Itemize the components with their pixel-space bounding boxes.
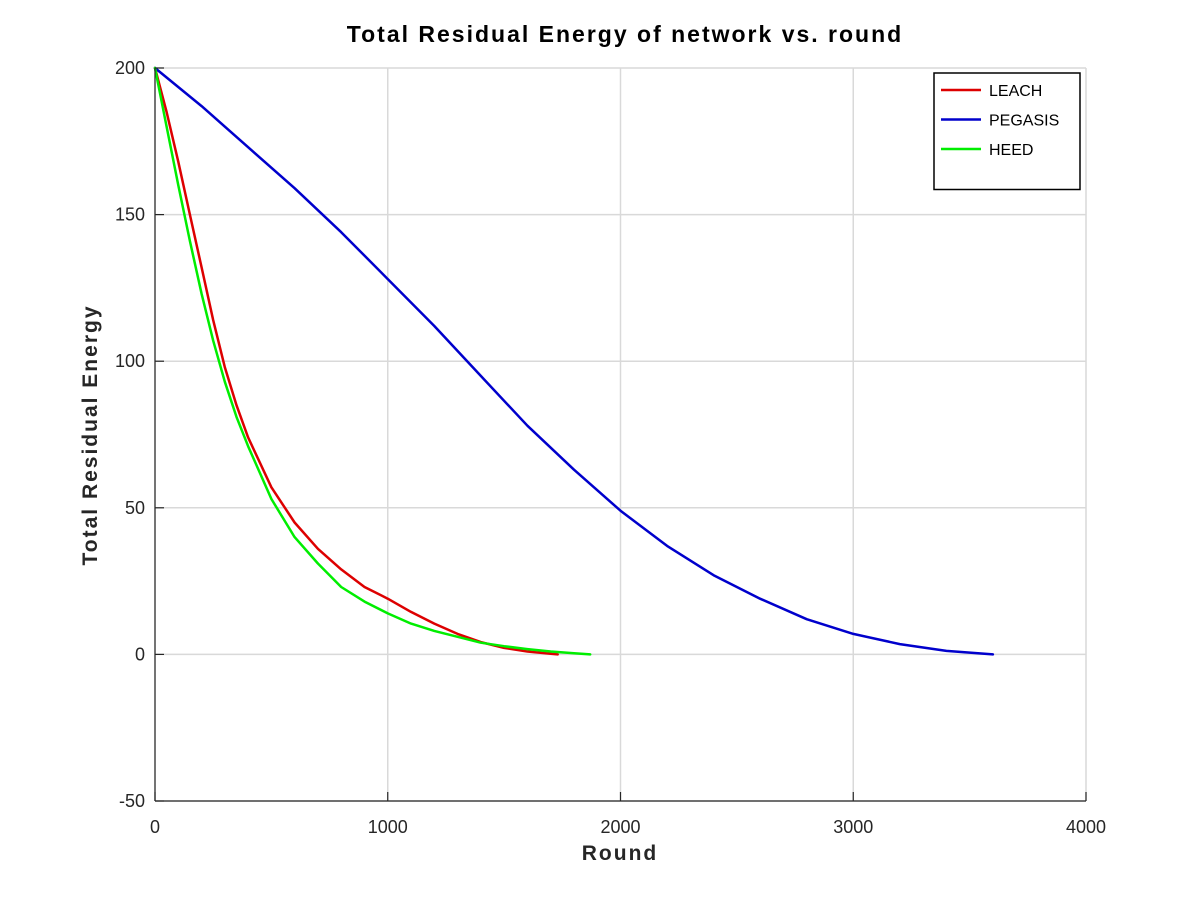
legend-label-pegasis: PEGASIS [989,113,1059,130]
x-tick-label: 3000 [833,817,873,837]
x-tick-label: 0 [150,817,160,837]
x-axis-label: Round [582,842,658,865]
y-tick-label: 0 [135,644,145,664]
legend-label-leach: LEACH [989,83,1042,100]
legend: LEACH PEGASIS HEED [933,72,1081,191]
y-tick-label: 200 [115,58,145,78]
x-tick-label: 1000 [368,817,408,837]
plot-lines [153,66,995,656]
axes [154,67,1087,802]
series-line-heed [153,66,592,656]
chart-title: Total Residual Energy of network vs. rou… [347,21,903,47]
grid-lines [154,67,1087,802]
legend-box [933,72,1081,191]
y-tick-label: 50 [125,498,145,518]
x-tick-label: 4000 [1066,817,1106,837]
series-line-pegasis [153,66,995,656]
y-axis-label: Total Residual Energy [79,305,102,566]
y-tick-label: 150 [115,205,145,225]
y-tick-label: -50 [119,791,145,811]
x-tick-label: 2000 [600,817,640,837]
legend-label-heed: HEED [989,142,1033,159]
y-tick-label: 100 [115,351,145,371]
